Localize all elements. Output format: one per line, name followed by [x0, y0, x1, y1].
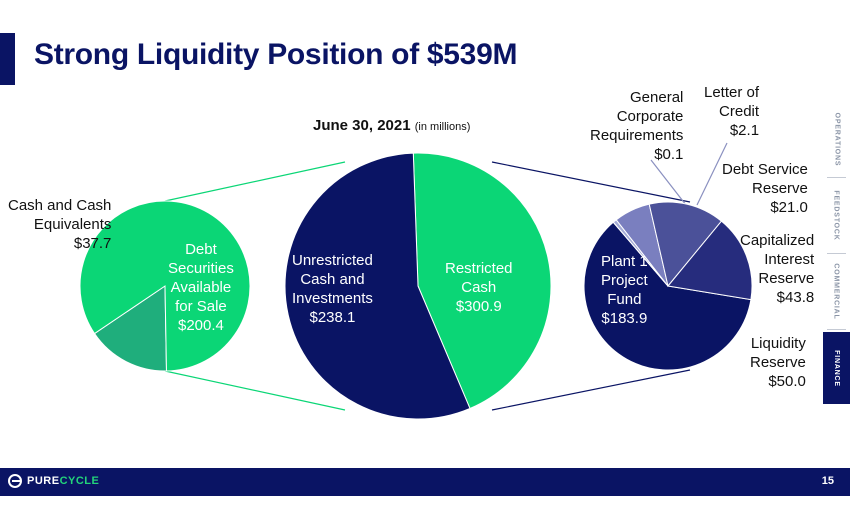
- label-line: Available: [170, 279, 232, 296]
- label-line: Corporate: [616, 108, 684, 125]
- label-plant1-fund: Plant 1 Project Fund $183.9: [601, 252, 648, 328]
- nav-divider: [827, 177, 846, 178]
- label-line: Debt Service: [722, 161, 808, 178]
- label-line: Cash and: [300, 271, 365, 288]
- nav-tab-label: COMMERCIAL: [833, 262, 840, 320]
- label-line: $200.4: [177, 317, 224, 334]
- label-cash-equivalents: Cash and Cash Equivalents $37.7: [8, 196, 111, 253]
- nav-tab-feedstock[interactable]: FEEDSTOCK: [823, 180, 850, 250]
- nav-tab-label: FINANCE: [833, 349, 840, 387]
- footer-bar: PURECYCLE 15: [0, 468, 850, 496]
- label-line: Liquidity: [750, 335, 806, 352]
- logo-text-part1: PURE: [27, 475, 60, 487]
- nav-tab-operations[interactable]: OPERATIONS: [823, 104, 850, 174]
- label-line: Cash and Cash: [8, 197, 112, 214]
- connector-line: [164, 370, 346, 411]
- label-general-corporate: General Corporate Requirements $0.1: [590, 88, 683, 164]
- label-line: $43.8: [776, 289, 815, 306]
- section-nav: OPERATIONS FEEDSTOCK COMMERCIAL FINANCE: [823, 104, 850, 404]
- label-line: $21.0: [770, 199, 808, 216]
- connector-line: [164, 161, 346, 202]
- label-line: Requirements: [590, 127, 684, 144]
- label-unrestricted: Unrestricted Cash and Investments $238.1: [292, 251, 373, 327]
- nav-tab-finance[interactable]: FINANCE: [823, 332, 850, 404]
- label-line: $183.9: [601, 310, 648, 327]
- connector-line: [650, 159, 687, 206]
- label-line: $37.7: [73, 235, 112, 252]
- nav-tab-commercial[interactable]: COMMERCIAL: [823, 256, 850, 326]
- slice-cash-equivalents: [93, 285, 167, 372]
- connector-line: [491, 369, 691, 411]
- title-accent-bar: [0, 33, 15, 85]
- purecycle-logo: PURECYCLE: [8, 474, 99, 488]
- label-debt-service-reserve: Debt Service Reserve $21.0: [722, 160, 808, 217]
- label-line: Fund: [607, 291, 642, 308]
- connector-line: [491, 161, 691, 203]
- label-line: $2.1: [729, 122, 760, 139]
- label-line: Plant 1: [601, 253, 648, 270]
- label-line: Reserve: [758, 270, 815, 287]
- label-liquidity-reserve: Liquidity Reserve $50.0: [750, 334, 806, 391]
- logo-text: PURECYCLE: [27, 475, 99, 487]
- slice-restricted: [284, 152, 471, 420]
- label-line: Reserve: [752, 180, 808, 197]
- slice-plant1-fund: [583, 221, 752, 371]
- label-letter-of-credit: Letter of Credit $2.1: [704, 83, 759, 140]
- label-line: Project: [601, 272, 648, 289]
- label-line: General: [630, 89, 684, 106]
- liquidity-pie-charts: [79, 142, 753, 420]
- label-debt-securities: Debt Securities Available for Sale $200.4: [168, 240, 234, 335]
- label-line: Letter of: [704, 84, 760, 101]
- label-line: $300.9: [455, 298, 502, 315]
- label-line: Equivalents: [33, 216, 112, 233]
- label-line: Securities: [168, 260, 234, 277]
- nav-divider: [827, 329, 846, 330]
- slice-capitalized-interest-reserve: [648, 201, 723, 288]
- nav-tab-label: FEEDSTOCK: [833, 189, 840, 241]
- label-line: for Sale: [175, 298, 227, 315]
- label-line: Interest: [764, 251, 815, 268]
- label-line: Capitalized: [740, 232, 815, 249]
- page-title: Strong Liquidity Position of $539M: [34, 38, 518, 71]
- pie-middle: [284, 152, 552, 420]
- nav-divider: [827, 253, 846, 254]
- chart-subtitle: June 30, 2021 (in millions): [313, 117, 470, 134]
- label-line: Debt: [185, 241, 217, 258]
- label-line: $0.1: [654, 146, 684, 163]
- date-label: June 30, 2021: [313, 117, 411, 134]
- slice-unrestricted: [412, 152, 552, 410]
- pie-right: [583, 201, 753, 371]
- label-line: Cash: [461, 279, 497, 296]
- label-line: Restricted: [445, 260, 513, 277]
- label-line: $50.0: [768, 373, 806, 390]
- slice-debt-securities: [79, 200, 251, 372]
- connector-lines: [164, 142, 728, 411]
- page-number: 15: [821, 475, 834, 487]
- unit-note: (in millions): [414, 121, 471, 133]
- label-restricted: Restricted Cash $300.9: [445, 259, 513, 316]
- label-line: Credit: [719, 103, 760, 120]
- label-line: Unrestricted: [292, 252, 373, 269]
- label-capitalized-interest-reserve: Capitalized Interest Reserve $43.8: [740, 231, 814, 307]
- logo-text-part2: CYCLE: [59, 475, 100, 487]
- purecycle-logo-icon: [8, 474, 22, 488]
- nav-tab-label: OPERATIONS: [833, 112, 841, 166]
- label-line: Reserve: [750, 354, 806, 371]
- label-line: Investments: [292, 290, 373, 307]
- slice-liquidity-reserve: [667, 220, 753, 301]
- connector-line: [696, 142, 728, 206]
- label-line: $238.1: [309, 309, 356, 326]
- pie-left: [79, 200, 251, 372]
